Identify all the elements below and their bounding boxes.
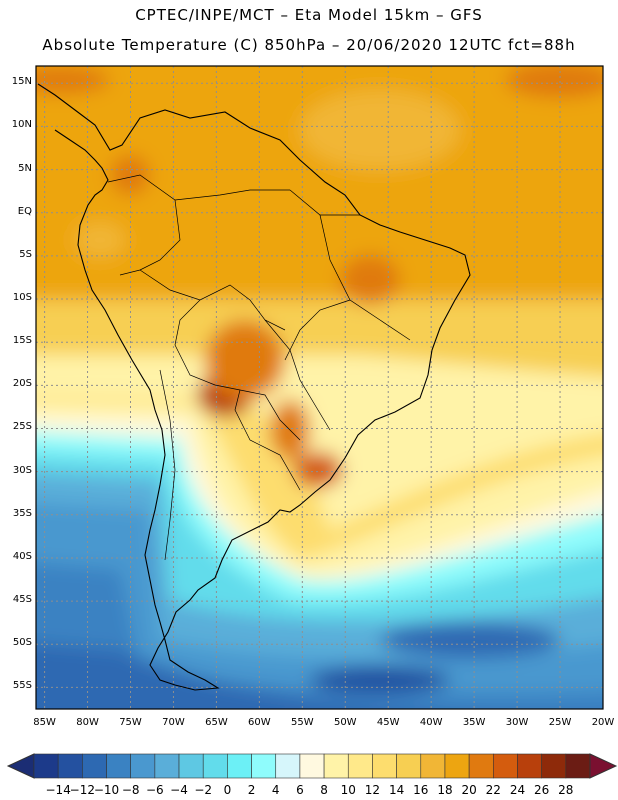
colorbar-swatch: [444, 753, 470, 779]
map-title: CPTEC/INPE/MCT – Eta Model 15km – GFS: [135, 6, 483, 24]
colorbar-swatch: [372, 753, 397, 779]
lat-label: 15S: [12, 335, 32, 347]
colorbar-swatch: [541, 753, 567, 779]
lon-label: 65W: [205, 717, 228, 728]
lat-label: 5N: [18, 162, 32, 174]
lat-label: 5S: [19, 248, 32, 260]
lat-label: 10S: [12, 292, 32, 304]
lon-label: 40W: [419, 717, 443, 728]
lon-label: 60W: [248, 717, 271, 728]
colorbar-swatch: [82, 753, 107, 779]
colorbar-label: −10: [93, 783, 120, 797]
colorbar-swatch: [57, 753, 83, 779]
lon-label: 75W: [119, 717, 142, 728]
colorbar-swatch: [227, 753, 252, 779]
lon-label: 30W: [505, 717, 529, 728]
colorbar-label: 10: [340, 783, 356, 797]
lat-label: 45S: [12, 594, 32, 606]
colorbar-swatch: [33, 753, 59, 779]
colorbar-label: 26: [534, 783, 550, 797]
lat-label: EQ: [17, 205, 32, 217]
colorbar-swatch: [347, 753, 373, 779]
coastline: [37, 83, 471, 691]
lat-label: 10N: [11, 119, 32, 131]
colorbar-label: 12: [364, 783, 381, 797]
colorbar: [6, 753, 618, 779]
colorbar-swatch: [275, 753, 301, 779]
colorbar-swatch: [493, 753, 518, 779]
colorbar-swatch: [251, 753, 277, 779]
lat-label: 40S: [12, 550, 32, 562]
lon-label: 25W: [548, 717, 572, 728]
lon-label: 70W: [162, 717, 185, 728]
colorbar-label: −6: [146, 783, 164, 797]
colorbar-swatch: [396, 753, 422, 779]
colorbar-label: 16: [413, 783, 429, 797]
lat-label: 35S: [12, 507, 32, 519]
colorbar-swatch: [130, 753, 156, 779]
colorbar-label: 4: [271, 783, 280, 797]
colorbar-swatch: [323, 753, 349, 779]
colorbar-label: −12: [69, 783, 95, 797]
colorbar-label: 8: [320, 783, 328, 797]
graticule: [36, 66, 603, 709]
colorbar-label: −8: [121, 783, 140, 797]
colorbar-label: 2: [247, 783, 256, 797]
lat-label: 20S: [12, 378, 32, 390]
colorbar-label: 18: [437, 783, 453, 797]
colorbar-swatch: [299, 753, 325, 779]
lon-label: 20W: [591, 717, 615, 728]
colorbar-swatch: [178, 753, 204, 779]
colorbar-swatch: [420, 753, 446, 779]
lon-label: 85W: [33, 717, 56, 728]
map-subtitle: Absolute Temperature (C) 850hPa – 20/06/…: [42, 36, 576, 54]
colorbar-label: 14: [388, 783, 405, 797]
lat-label: 15N: [11, 76, 32, 88]
colorbar-low-arrow: [6, 753, 35, 779]
colorbar-swatch: [565, 753, 591, 779]
colorbar-label: 24: [509, 783, 526, 797]
lat-label: 50S: [12, 637, 32, 649]
temperature-field: [36, 66, 603, 709]
lon-label: 80W: [76, 717, 99, 728]
colorbar-high-arrow: [589, 753, 618, 779]
country-borders: [107, 174, 411, 561]
lat-label: 25S: [12, 421, 32, 433]
plot-frame: [35, 65, 604, 710]
colorbar-label: 28: [558, 783, 574, 797]
lon-label: 50W: [333, 717, 357, 728]
colorbar-swatch: [468, 753, 494, 779]
colorbar-label: −2: [194, 783, 213, 797]
colorbar-swatch: [154, 753, 180, 779]
colorbar-swatch: [202, 753, 228, 779]
colorbar-label: 22: [485, 783, 501, 797]
lat-label: 30S: [12, 464, 32, 476]
lon-label: 55W: [291, 717, 314, 728]
lon-label: 35W: [462, 717, 486, 728]
colorbar-label: −14: [45, 783, 71, 797]
lon-label: 45W: [376, 717, 400, 728]
lat-label: 55S: [12, 680, 32, 692]
colorbar-swatch: [517, 753, 542, 779]
colorbar-label: −4: [170, 783, 188, 797]
colorbar-label: 20: [461, 783, 477, 797]
colorbar-swatch: [106, 753, 131, 779]
colorbar-label: 0: [223, 783, 232, 797]
colorbar-label: 6: [296, 783, 304, 797]
